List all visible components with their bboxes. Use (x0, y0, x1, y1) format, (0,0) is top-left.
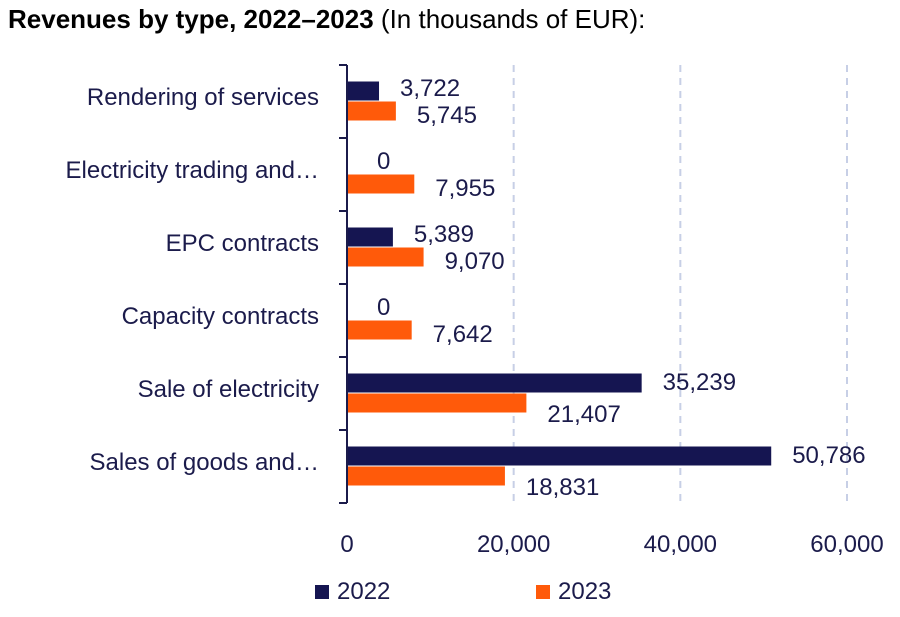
category-label: EPC contracts (166, 230, 319, 257)
data-label-2022: 5,389 (414, 221, 474, 248)
legend-label-2022: 2022 (337, 578, 391, 605)
category-label: Rendering of services (87, 84, 319, 111)
legend-swatch-2022 (315, 585, 329, 599)
legend-item-2022: 2022 (315, 578, 390, 606)
bar-2023 (348, 466, 505, 486)
legend-label-2023: 2023 (558, 578, 612, 605)
legend-swatch-2023 (536, 585, 550, 599)
category-label: Sale of electricity (138, 376, 319, 403)
bar-2022 (348, 81, 380, 101)
data-label-2022: 50,786 (792, 442, 865, 469)
data-label-2022: 0 (377, 148, 390, 175)
data-label-2023: 9,070 (445, 248, 505, 275)
bar-2022 (348, 373, 642, 393)
category-label: Capacity contracts (122, 303, 319, 330)
bar-2023 (348, 247, 424, 267)
data-label-2022: 3,722 (400, 75, 460, 102)
bar-2023 (348, 320, 412, 340)
category-label: Sales of goods and… (90, 449, 320, 476)
chart-title-unit: (In thousands of EUR): (380, 4, 646, 34)
bar-2023 (348, 174, 415, 194)
bar-2022 (348, 227, 393, 247)
data-label-2023: 18,831 (526, 474, 599, 501)
data-label-2022: 35,239 (663, 369, 736, 396)
x-tick-label: 60,000 (810, 531, 883, 558)
data-label-2023: 21,407 (547, 401, 620, 428)
category-label: Electricity trading and… (66, 157, 319, 184)
data-label-2023: 5,745 (417, 102, 477, 129)
data-label-2023: 7,642 (433, 321, 493, 348)
x-tick-label: 40,000 (644, 531, 717, 558)
legend-item-2023: 2023 (536, 578, 611, 606)
bar-2022 (348, 446, 772, 466)
data-label-2022: 0 (377, 294, 390, 321)
data-label-2023: 7,955 (435, 175, 495, 202)
x-tick-label: 20,000 (477, 531, 550, 558)
bar-2023 (348, 101, 396, 121)
x-tick-label: 0 (340, 531, 353, 558)
bar-2023 (348, 393, 527, 413)
chart-title-bold: Revenues by type, 2022–2023 (8, 4, 374, 34)
chart-title: Revenues by type, 2022–2023 (In thousand… (8, 4, 645, 35)
